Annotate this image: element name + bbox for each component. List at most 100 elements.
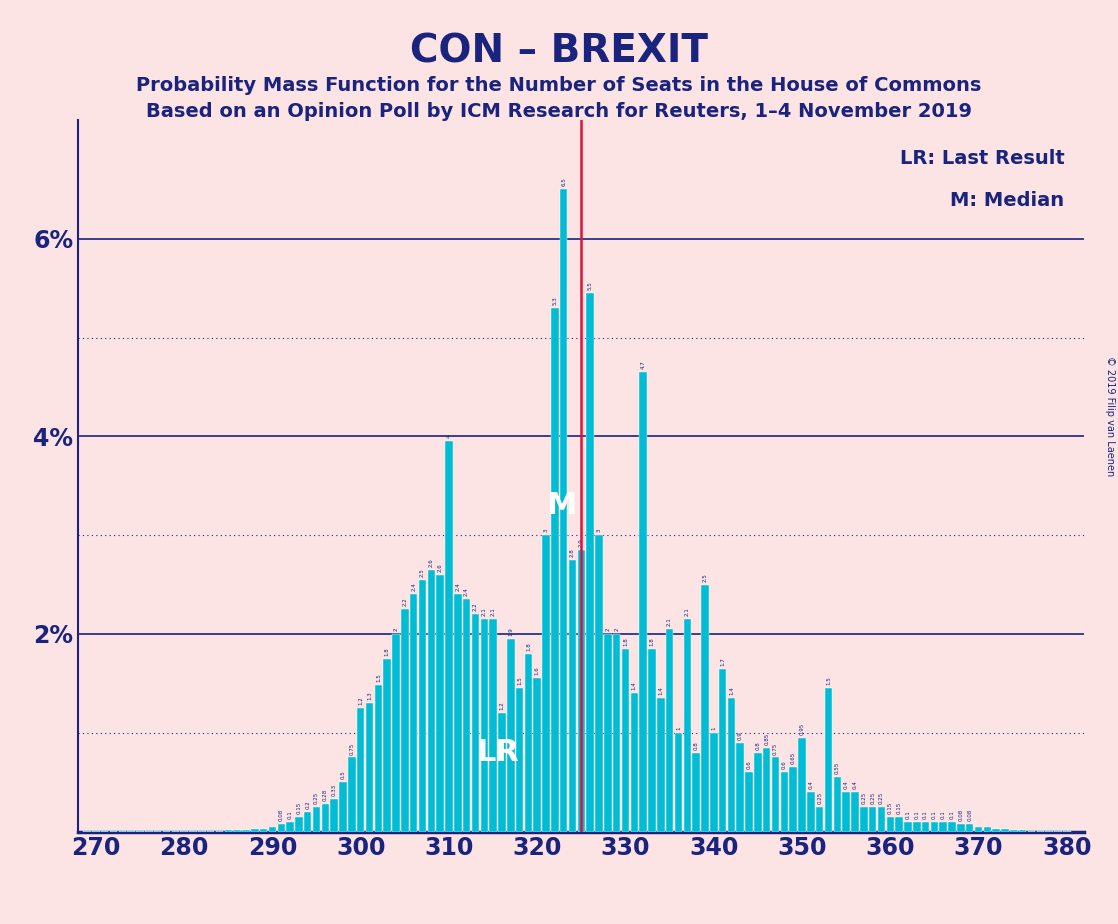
Bar	[896, 817, 903, 832]
Bar	[851, 792, 859, 832]
Bar	[339, 783, 347, 832]
Bar	[834, 777, 841, 832]
Bar	[445, 442, 453, 832]
Bar	[92, 831, 100, 832]
Text: 1.2: 1.2	[358, 697, 363, 705]
Text: © 2019 Filip van Laenen: © 2019 Filip van Laenen	[1105, 356, 1115, 476]
Bar	[198, 831, 206, 832]
Text: 0.1: 0.1	[940, 810, 946, 819]
Bar	[1045, 831, 1053, 832]
Text: 0.15: 0.15	[888, 801, 893, 814]
Bar	[1027, 831, 1035, 832]
Text: 1.6: 1.6	[534, 667, 540, 675]
Bar	[913, 821, 920, 832]
Bar	[506, 638, 514, 832]
Bar	[145, 831, 153, 832]
Text: 2: 2	[614, 627, 619, 631]
Text: 0.8: 0.8	[756, 741, 760, 749]
Text: 0.1: 0.1	[915, 810, 919, 819]
Bar	[259, 829, 267, 832]
Text: 1.4: 1.4	[659, 687, 663, 695]
Text: 3: 3	[597, 529, 601, 532]
Bar	[904, 821, 911, 832]
Text: 1: 1	[676, 726, 681, 730]
Text: 0.1: 0.1	[923, 810, 928, 819]
Bar	[207, 831, 215, 832]
Text: 4: 4	[446, 435, 452, 438]
Bar	[1002, 829, 1008, 832]
Bar	[1036, 831, 1044, 832]
Bar	[692, 752, 700, 832]
Bar	[101, 831, 108, 832]
Text: 0.2: 0.2	[305, 800, 310, 808]
Bar	[163, 831, 170, 832]
Bar	[966, 823, 974, 832]
Text: 2: 2	[394, 627, 398, 631]
Bar	[1010, 830, 1017, 832]
Text: 2.1: 2.1	[491, 607, 495, 616]
Bar	[762, 748, 770, 832]
Bar	[719, 669, 727, 832]
Bar	[737, 743, 743, 832]
Text: Based on an Opinion Poll by ICM Research for Reuters, 1–4 November 2019: Based on an Opinion Poll by ICM Research…	[146, 102, 972, 121]
Text: 0.1: 0.1	[949, 810, 955, 819]
Text: 1.8: 1.8	[650, 637, 654, 646]
Bar	[84, 831, 91, 832]
Bar	[136, 831, 144, 832]
Bar	[807, 792, 815, 832]
Bar	[542, 535, 550, 832]
Text: 0.33: 0.33	[332, 784, 337, 796]
Bar	[595, 535, 603, 832]
Bar	[357, 708, 364, 832]
Bar	[375, 686, 382, 832]
Bar	[286, 821, 294, 832]
Text: 0.15: 0.15	[897, 801, 901, 814]
Text: 3: 3	[543, 529, 549, 532]
Text: 2.5: 2.5	[702, 573, 708, 581]
Text: 0.08: 0.08	[967, 808, 973, 821]
Text: 0.8: 0.8	[693, 741, 699, 749]
Bar	[639, 372, 647, 832]
Text: 0.75: 0.75	[350, 742, 354, 755]
Text: 1.8: 1.8	[525, 642, 531, 650]
Text: 1.8: 1.8	[385, 647, 390, 656]
Bar	[887, 817, 894, 832]
Bar	[171, 831, 179, 832]
Text: 0.15: 0.15	[296, 801, 302, 814]
Text: 1.7: 1.7	[720, 657, 726, 665]
Bar	[578, 550, 585, 832]
Bar	[869, 807, 877, 832]
Bar	[569, 560, 576, 832]
Bar	[683, 619, 691, 832]
Text: 0.55: 0.55	[835, 762, 840, 774]
Bar	[499, 713, 505, 832]
Bar	[348, 758, 356, 832]
Text: 0.4: 0.4	[808, 781, 813, 789]
Text: 0.25: 0.25	[314, 792, 319, 804]
Bar	[930, 821, 938, 832]
Text: 1.5: 1.5	[518, 676, 522, 686]
Bar	[366, 703, 373, 832]
Text: 0.1: 0.1	[906, 810, 910, 819]
Text: 0.1: 0.1	[287, 810, 293, 819]
Text: 0.75: 0.75	[773, 742, 778, 755]
Bar	[313, 807, 321, 832]
Text: 0.25: 0.25	[870, 792, 875, 804]
Text: 2.6: 2.6	[429, 558, 434, 566]
Text: 2.4: 2.4	[455, 583, 461, 591]
Text: 2.4: 2.4	[464, 588, 470, 596]
Text: 0.25: 0.25	[879, 792, 884, 804]
Bar	[789, 767, 797, 832]
Bar	[515, 688, 523, 832]
Text: 1.3: 1.3	[367, 691, 372, 700]
Bar	[410, 594, 417, 832]
Bar	[657, 699, 664, 832]
Bar	[771, 758, 779, 832]
Text: 0.25: 0.25	[861, 792, 866, 804]
Bar	[957, 823, 965, 832]
Bar	[154, 831, 161, 832]
Bar	[490, 619, 496, 832]
Text: 0.6: 0.6	[781, 760, 787, 770]
Bar	[939, 821, 947, 832]
Bar	[798, 737, 806, 832]
